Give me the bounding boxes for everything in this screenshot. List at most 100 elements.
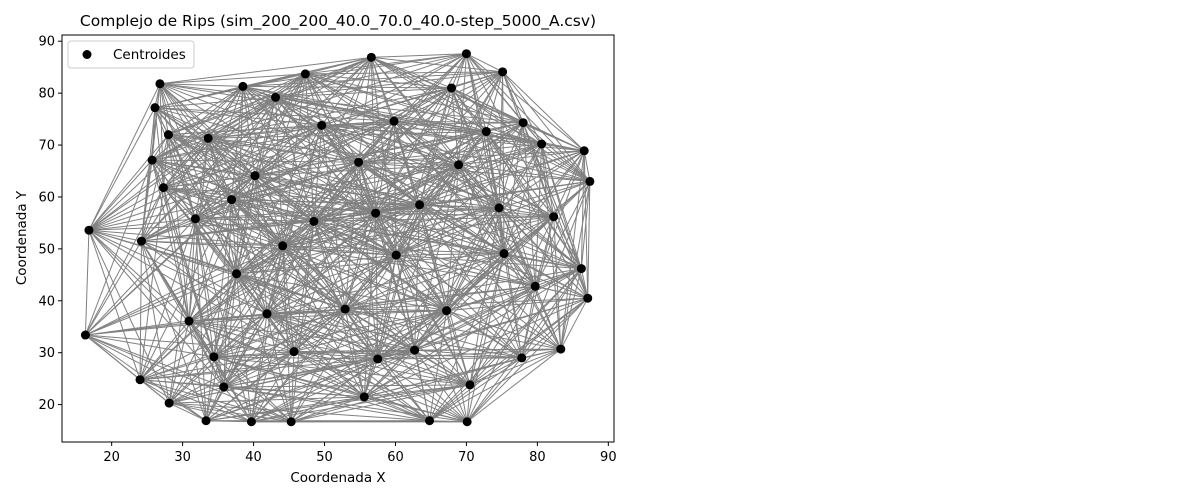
rips-edge (466, 384, 471, 422)
rips-edge (275, 96, 524, 124)
rips-edge (213, 273, 238, 357)
centroid-point (203, 133, 213, 143)
rips-edge (345, 297, 588, 310)
rips-edge (140, 134, 169, 242)
rips-edge (503, 122, 524, 254)
rips-edge (242, 53, 467, 87)
rips-edge (358, 143, 542, 163)
centroid-point (549, 212, 559, 222)
rips-edge (364, 348, 561, 398)
centroid-point (583, 293, 593, 303)
rips-edge (419, 204, 471, 386)
rips-edge (344, 253, 505, 310)
rips-edge (159, 83, 276, 98)
rips-edge (419, 204, 505, 254)
rips-edge (266, 164, 459, 315)
rips-edge (213, 310, 447, 358)
rips-edge (282, 161, 359, 247)
rips-edge (152, 120, 395, 161)
rips-edge (465, 53, 505, 254)
centroid-point (135, 375, 145, 385)
rips-edge (377, 348, 561, 360)
rips-edge (236, 245, 283, 275)
rips-edge (163, 96, 276, 189)
rips-edge (553, 216, 589, 299)
legend-label: Centroides (113, 47, 186, 63)
centroid-point (579, 146, 589, 156)
rips-edge (313, 221, 471, 386)
centroid-point (494, 203, 504, 213)
rips-edges (84, 53, 591, 423)
rips-edge (293, 308, 346, 353)
rips-edge (275, 96, 322, 126)
rips-edge (236, 273, 365, 398)
rips-edge (88, 83, 161, 231)
rips-edge (159, 83, 322, 126)
centroid-point (366, 52, 376, 62)
rips-edge (363, 213, 377, 397)
rips-edge (522, 122, 536, 287)
rips-edge (213, 356, 225, 388)
rips-edge (502, 71, 505, 254)
rips-edge (236, 273, 415, 351)
rips-edge (469, 285, 536, 386)
rips-edge (503, 253, 536, 287)
rips-edge (414, 349, 471, 386)
rips-edge (236, 164, 459, 275)
rips-edge (194, 218, 225, 388)
rips-edge (266, 313, 415, 351)
rips-edge (293, 253, 505, 353)
rips-edge (282, 207, 500, 247)
rips-edge (414, 297, 588, 351)
rips-edge (446, 310, 468, 422)
rips-edge (446, 207, 500, 311)
rips-edge (213, 356, 365, 398)
rips-edge (266, 212, 376, 315)
rips-edge (195, 218, 415, 351)
centroid-point (465, 380, 475, 390)
rips-edge (231, 199, 447, 312)
rips-edge (458, 164, 500, 209)
rips-edge (208, 137, 459, 166)
rips-edge (85, 334, 295, 353)
rips-edge (469, 297, 589, 386)
rips-edge (321, 87, 452, 126)
rips-edge (168, 308, 346, 404)
centroid-point (425, 416, 435, 426)
centroid-point (585, 176, 595, 186)
rips-edge (466, 53, 503, 73)
rips-edge (451, 87, 487, 132)
y-tick-label: 70 (38, 139, 55, 154)
rips-edge (231, 199, 238, 274)
centroid-point (373, 354, 383, 364)
rips-edge (162, 134, 169, 188)
rips-edge (141, 240, 397, 256)
rips-edge (371, 53, 467, 58)
rips-edge (375, 204, 420, 214)
rips-edge (88, 230, 141, 380)
rips-edge (290, 308, 346, 422)
y-axis-label: Coordenada Y (14, 190, 30, 285)
rips-edge (534, 181, 591, 287)
rips-edge (419, 122, 524, 206)
rips-edge (466, 253, 505, 422)
rips-edge (168, 320, 190, 404)
rips-edge (151, 73, 306, 161)
x-tick-label: 80 (529, 450, 546, 465)
rips-edge (139, 356, 214, 381)
rips-edge (375, 212, 562, 350)
rips-edge (213, 254, 397, 358)
rips-edge (371, 56, 452, 89)
rips-edge (231, 199, 397, 256)
centroid-points (80, 49, 595, 427)
rips-edge (363, 285, 536, 398)
rips-edge (503, 253, 523, 358)
rips-edge (236, 273, 252, 422)
rips-edge (223, 386, 430, 422)
rips-edge (503, 150, 585, 254)
rips-edge (168, 96, 276, 136)
rips-edge (446, 268, 582, 312)
rips-edge (535, 268, 582, 287)
rips-edge (231, 199, 505, 255)
